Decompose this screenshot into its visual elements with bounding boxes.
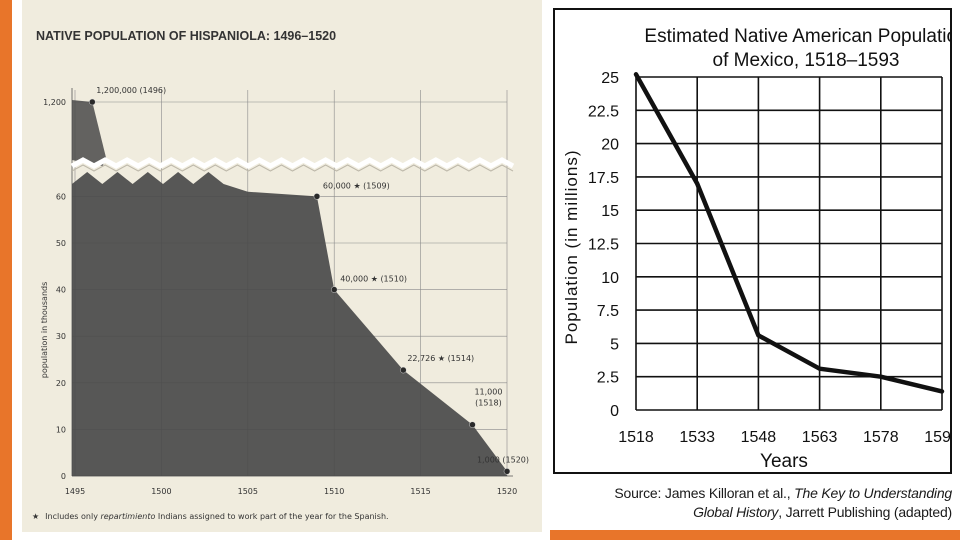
hispaniola-data-label: 40,000 ★ (1510) [340, 275, 407, 284]
footnote-suffix: Indians assigned to work part of the yea… [155, 512, 388, 521]
hispaniola-area [72, 172, 507, 476]
mexico-y-tick-label: 15 [601, 203, 619, 220]
source-italic-2: Global History [693, 504, 779, 520]
hispaniola-axis-break [70, 157, 515, 169]
source-suffix: , Jarrett Publishing (adapted) [778, 504, 952, 520]
footnote-star-icon: ★ [32, 512, 39, 521]
hispaniola-axis-break-line [71, 164, 514, 172]
mexico-y-tick-label: 10 [601, 270, 619, 287]
mexico-y-tick-label: 17.5 [588, 170, 619, 187]
hispaniola-data-point [469, 421, 476, 428]
mexico-chart: Estimated Native American Population of … [562, 26, 950, 472]
mexico-y-tick-label: 7.5 [597, 303, 619, 320]
footnote-italic: repartimiento [100, 512, 155, 521]
accent-bar-left [0, 0, 12, 540]
mexico-y-tick-label: 5 [610, 336, 619, 353]
mexico-y-tick-label: 2.5 [597, 370, 619, 387]
hispaniola-data-label: (1518) [475, 399, 502, 408]
mexico-x-axis-label: Years [760, 451, 808, 472]
hispaniola-chart-panel: 0 10 20 30 40 50 60 1,200 1495 1500 1505 1510 1515 15… [22, 0, 542, 532]
hispaniola-data-label: 11,000 [474, 388, 502, 397]
hispaniola-data-point [89, 98, 96, 106]
mexico-grid: 0 2.5 5 7.5 10 12.5 15 17.5 20 22.5 25 1518 1533 1548… [588, 70, 950, 446]
hispaniola-footnote: ★ Includes only repartimiento Indians ass… [32, 512, 389, 521]
hispaniola-y-tick-label: 0 [61, 472, 66, 481]
hispaniola-data-label: 1,200,000 (1496) [96, 86, 166, 95]
hispaniola-y-axis-label: population in thousands [40, 282, 49, 379]
hispaniola-chart: 0 10 20 30 40 50 60 1,200 1495 1500 1505 1510 1515 15… [32, 29, 529, 521]
mexico-x-tick-label: 1563 [802, 429, 838, 446]
hispaniola-data-label: 1,000 (1520) [477, 455, 529, 464]
hispaniola-data-point [400, 366, 407, 374]
mexico-line-group [633, 72, 945, 394]
mexico-y-tick-label: 22.5 [588, 103, 619, 120]
mexico-chart-panel: Estimated Native American Population of … [553, 8, 952, 474]
mexico-y-tick-label: 12.5 [588, 237, 619, 254]
hispaniola-upper-area [72, 100, 107, 166]
hispaniola-area-group [70, 100, 515, 476]
hispaniola-y-tick-label: 10 [56, 425, 66, 434]
hispaniola-title: NATIVE POPULATION OF HISPANIOLA: 1496–15… [36, 29, 336, 43]
mexico-x-tick-label: 1518 [618, 429, 654, 446]
accent-bar-bottom [550, 530, 960, 540]
mexico-y-tick-label: 25 [601, 70, 619, 87]
hispaniola-data-label: 60,000 ★ (1509) [323, 181, 390, 190]
mexico-y-tick-label: 20 [601, 137, 619, 154]
hispaniola-y-tick-label: 60 [56, 192, 66, 201]
source-prefix: Source: James Killoran et al., [614, 485, 795, 501]
hispaniola-y-tick-label: 30 [56, 332, 66, 341]
source-italic-1: The Key to Understanding [794, 485, 952, 501]
hispaniola-x-tick-label: 1505 [238, 487, 258, 496]
hispaniola-data-point [330, 286, 338, 293]
mexico-x-tick-label: 1548 [741, 429, 777, 446]
hispaniola-x-tick-label: 1510 [324, 487, 344, 496]
hispaniola-data-point [503, 468, 511, 475]
mexico-x-tick-label: 1578 [863, 429, 899, 446]
hispaniola-x-tick-label: 1495 [65, 487, 85, 496]
mexico-y-tick-label: 0 [610, 403, 619, 420]
mexico-x-tick-label: 1533 [679, 429, 715, 446]
hispaniola-y-tick-label: 1,200 [43, 98, 66, 107]
hispaniola-x-tick-label: 1520 [497, 487, 517, 496]
hispaniola-y-tick-label: 50 [56, 239, 66, 248]
mexico-y-axis-label: Population (in millions) [562, 149, 581, 344]
mexico-title-line-2: of Mexico, 1518–1593 [713, 50, 900, 71]
hispaniola-data-point [313, 193, 321, 200]
source-citation: Source: James Killoran et al., The Key t… [556, 484, 952, 522]
hispaniola-data-label: 22,726 ★ (1514) [407, 354, 474, 363]
mexico-population-line [633, 72, 945, 394]
hispaniola-marks: 1,200,000 (1496) 60,000 ★ (1509) 40,000 ★ … [89, 86, 529, 475]
hispaniola-y-tick-label: 20 [56, 379, 66, 388]
hispaniola-x-tick-label: 1515 [410, 487, 430, 496]
footnote-prefix: Includes only [45, 512, 100, 521]
hispaniola-y-tick-label: 40 [56, 286, 66, 295]
mexico-title-line-1: Estimated Native American Population [644, 26, 950, 47]
hispaniola-x-tick-label: 1500 [151, 487, 171, 496]
mexico-x-tick-label: 1593 [924, 429, 950, 446]
